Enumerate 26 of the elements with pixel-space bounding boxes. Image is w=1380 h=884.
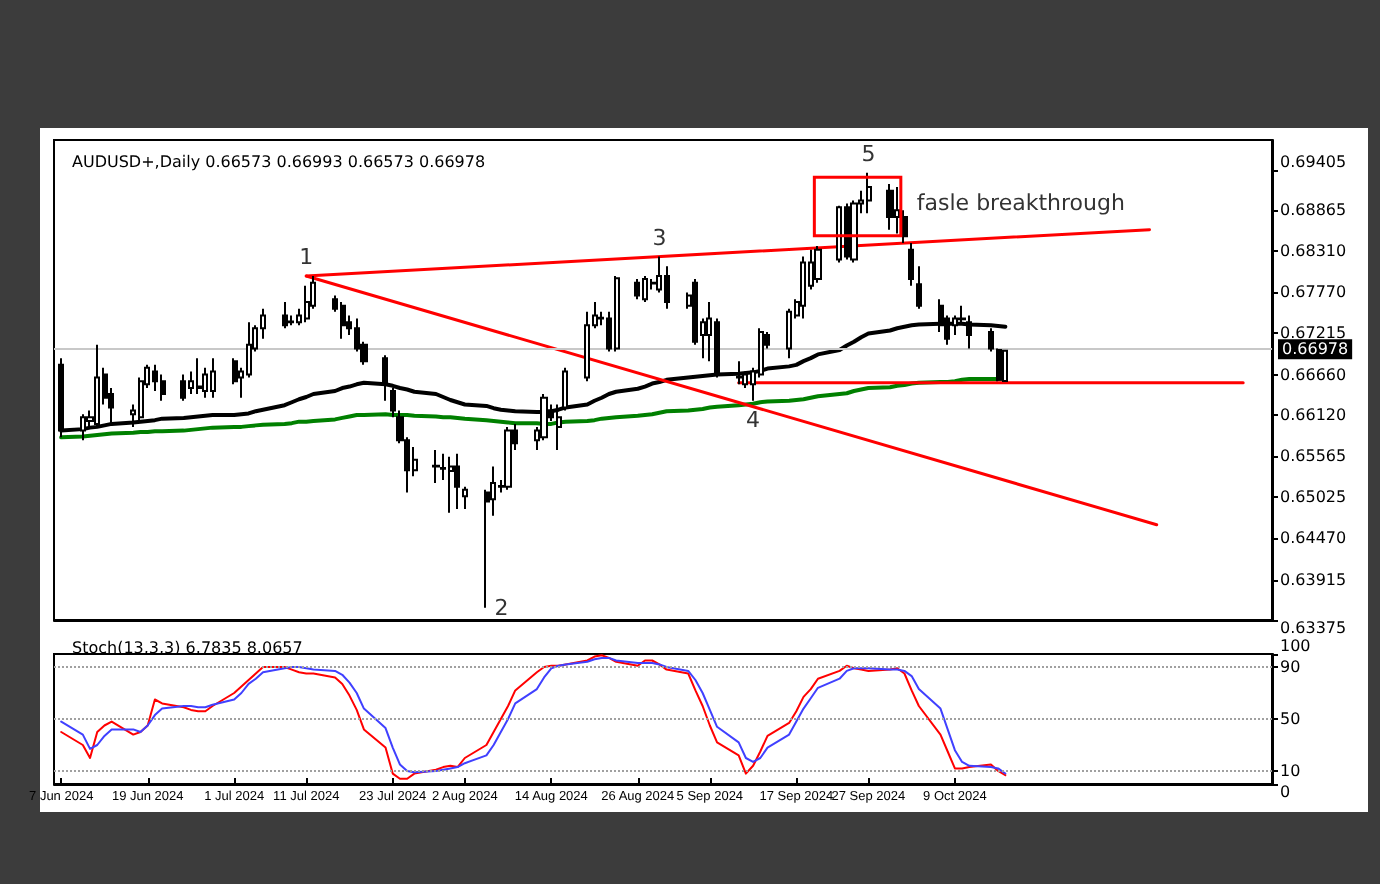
annotation: fasle breakthrough <box>916 189 1125 216</box>
y-tick-label: 10 <box>1280 762 1301 780</box>
y-tick-label: 0.69405 <box>1280 152 1347 171</box>
annotation: 2 <box>494 594 509 621</box>
annotation: 3 <box>652 224 667 251</box>
annotation: 1 <box>299 243 314 270</box>
y-tick-label: 0.64470 <box>1280 529 1347 548</box>
y-tick-label: 0.65565 <box>1280 447 1347 466</box>
y-tick-label: 0.65025 <box>1280 487 1347 506</box>
ref-line-label: 0.66978 <box>1282 340 1349 359</box>
annotation: 5 <box>861 140 876 167</box>
text: AUDUSD+,Daily 0.66573 0.66993 0.66573 0.66978 <box>72 153 486 171</box>
y-tick-label: 0.63915 <box>1280 570 1347 589</box>
y-tick-label: 50 <box>1280 710 1301 728</box>
y-tick-label: 0.66120 <box>1280 405 1347 424</box>
y-tick-label: 90 <box>1280 658 1301 676</box>
y-tick-label: 0.67770 <box>1280 282 1347 301</box>
y-tick-label: 0.66660 <box>1280 365 1347 384</box>
chart-title: Stoch(13,3,3) 6.7835 8.0657 <box>72 639 303 657</box>
y-tick-label: 0.67215 <box>1280 324 1347 343</box>
y-tick-label: 0 <box>1280 783 1291 801</box>
y-tick-label: 0.68310 <box>1280 242 1347 261</box>
y-tick-label: 0.68865 <box>1280 200 1347 219</box>
y-tick-label: 0.63375 <box>1280 619 1347 637</box>
y-tick-label: 100 <box>1280 637 1311 655</box>
annotation: 4 <box>746 406 761 433</box>
